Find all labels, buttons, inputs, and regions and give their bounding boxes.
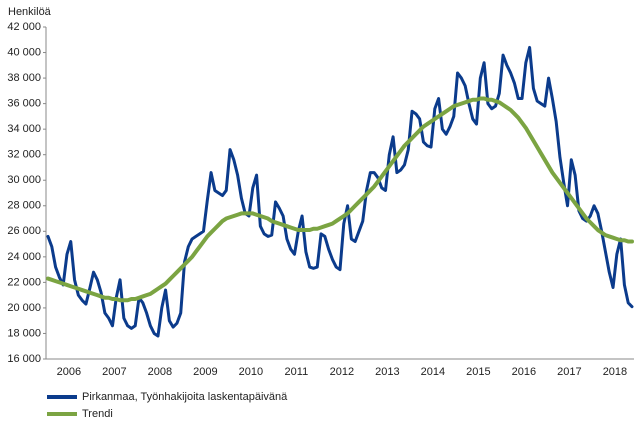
y-tick-label: 18 000 xyxy=(7,327,41,339)
x-tick-label: 2014 xyxy=(421,366,445,378)
x-tick-label: 2013 xyxy=(375,366,399,378)
x-tick-label: 2008 xyxy=(148,366,172,378)
x-tick-label: 2009 xyxy=(193,366,217,378)
x-tick-label: 2006 xyxy=(57,366,81,378)
series-line xyxy=(46,96,634,303)
x-tick-label: 2012 xyxy=(330,366,354,378)
y-tick-label: 20 000 xyxy=(7,302,41,314)
y-tick-label: 36 000 xyxy=(7,98,41,110)
y-tick-label: 16 000 xyxy=(7,353,41,365)
y-tick-label: 28 000 xyxy=(7,200,41,212)
y-tick-label: 24 000 xyxy=(7,251,41,263)
x-tick-label: 2010 xyxy=(239,366,263,378)
y-tick-label: 38 000 xyxy=(7,72,41,84)
y-tick-label: 42 000 xyxy=(7,21,41,33)
y-tick-label: 34 000 xyxy=(7,123,41,135)
x-tick-label: 2017 xyxy=(557,366,581,378)
legend-label: Trendi xyxy=(82,408,113,420)
y-tick-label: 30 000 xyxy=(7,174,41,186)
x-tick-label: 2011 xyxy=(285,366,309,378)
x-tick-label: 2015 xyxy=(466,366,490,378)
x-tick-label: 2018 xyxy=(603,366,627,378)
series-line xyxy=(46,45,634,338)
y-tick-label: 26 000 xyxy=(7,225,41,237)
y-tick-label: 32 000 xyxy=(7,149,41,161)
legend-label: Pirkanmaa, Työnhakijoita laskentapäivänä xyxy=(82,391,288,403)
y-tick-label: 22 000 xyxy=(7,276,41,288)
x-tick-label: 2007 xyxy=(102,366,126,378)
y-axis-label: Henkilöä xyxy=(8,6,52,18)
x-tick-label: 2016 xyxy=(512,366,536,378)
y-tick-label: 40 000 xyxy=(7,46,41,58)
